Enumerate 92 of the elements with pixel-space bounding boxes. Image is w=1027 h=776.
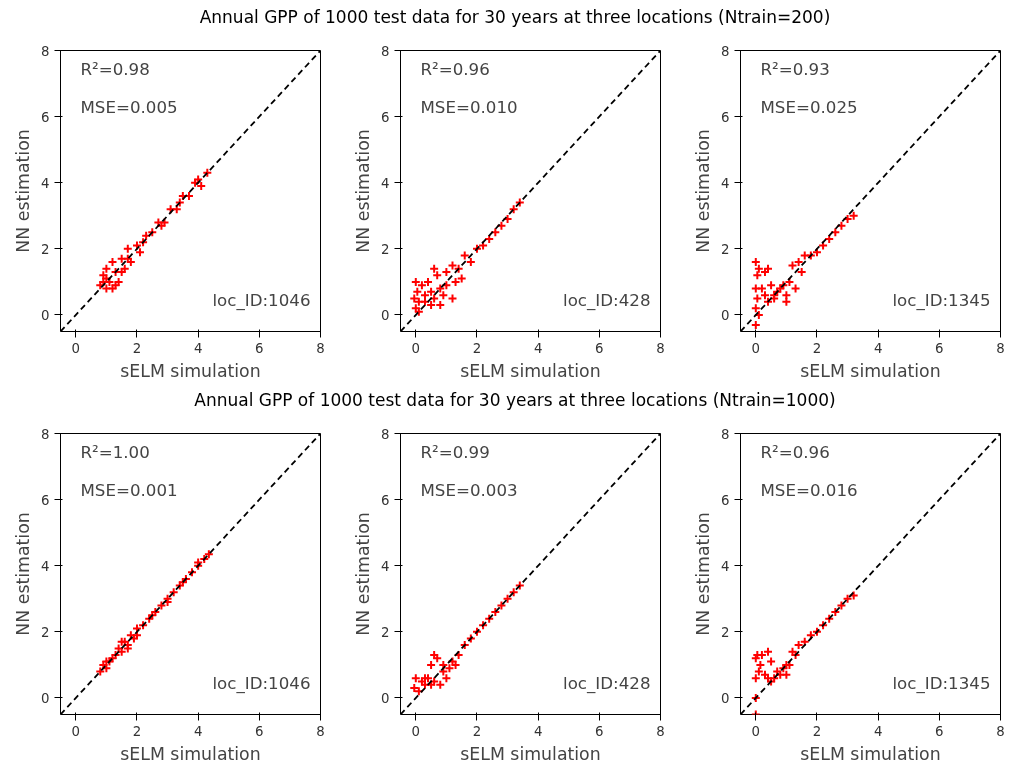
x-tick-label: 2 [132, 340, 142, 356]
x-tick-label: 2 [812, 340, 822, 356]
x-tick-label: 0 [71, 340, 81, 356]
annotation: MSE=0.025 [760, 97, 858, 117]
y-tick-label: 2 [41, 624, 50, 640]
x-tick-label: 2 [472, 340, 482, 356]
x-tick-label: 8 [656, 723, 665, 739]
y-tick-label: 6 [721, 109, 730, 125]
x-axis-title: sELM simulation [120, 360, 261, 381]
annotation: MSE=0.001 [80, 480, 178, 500]
y-tick-label: 4 [41, 175, 50, 191]
y-tick-label: 4 [381, 175, 390, 191]
y-tick-label: 0 [721, 307, 730, 323]
annotation: R²=1.00 [80, 442, 150, 462]
y-axis-title: NN estimation [353, 512, 374, 636]
y-tick-label: 8 [721, 426, 730, 442]
annotation: R²=0.98 [80, 59, 150, 79]
y-tick-label: 0 [41, 307, 50, 323]
y-tick-label: 6 [41, 492, 50, 508]
chart-title: Annual GPP of 1000 test data for 30 years at three locations (Ntrain=1000) [194, 389, 836, 412]
x-tick-label: 6 [595, 723, 604, 739]
chart-title: Annual GPP of 1000 test data for 30 years at three locations (Ntrain=200) [199, 6, 831, 29]
y-tick-label: 6 [381, 109, 390, 125]
x-tick-label: 6 [595, 340, 604, 356]
annotation: MSE=0.010 [420, 97, 518, 117]
y-tick-label: 6 [381, 492, 390, 508]
y-axis-title: NN estimation [13, 512, 34, 636]
x-axis-title: sELM simulation [800, 360, 941, 381]
y-tick-label: 2 [721, 624, 730, 640]
annotation: R²=0.96 [760, 442, 830, 462]
y-tick-label: 0 [721, 690, 730, 706]
y-axis-title: NN estimation [693, 129, 714, 253]
annotation: loc_ID:428 [563, 290, 651, 311]
y-tick-label: 0 [41, 690, 50, 706]
x-tick-label: 4 [533, 723, 543, 739]
x-tick-label: 8 [996, 340, 1005, 356]
x-tick-label: 4 [533, 340, 543, 356]
x-tick-label: 0 [411, 723, 421, 739]
x-tick-label: 4 [193, 340, 203, 356]
y-tick-label: 8 [41, 426, 50, 442]
annotation: loc_ID:1046 [212, 290, 311, 311]
annotation: R²=0.96 [420, 59, 490, 79]
x-tick-label: 8 [316, 723, 325, 739]
x-tick-label: 4 [873, 723, 883, 739]
annotation: MSE=0.016 [760, 480, 858, 500]
y-tick-label: 6 [721, 492, 730, 508]
annotation: MSE=0.005 [80, 97, 178, 117]
y-tick-label: 8 [721, 43, 730, 59]
y-tick-label: 4 [41, 558, 50, 574]
x-tick-label: 0 [411, 340, 421, 356]
y-tick-label: 2 [721, 241, 730, 257]
y-tick-label: 8 [41, 43, 50, 59]
x-tick-label: 4 [873, 340, 883, 356]
y-tick-label: 0 [381, 307, 390, 323]
annotation: loc_ID:428 [563, 673, 651, 694]
x-tick-label: 2 [132, 723, 142, 739]
y-axis-title: NN estimation [353, 129, 374, 253]
x-tick-label: 0 [71, 723, 81, 739]
x-axis-title: sELM simulation [800, 743, 941, 764]
y-tick-label: 2 [41, 241, 50, 257]
x-tick-label: 4 [193, 723, 203, 739]
y-tick-label: 4 [381, 558, 390, 574]
y-tick-label: 6 [41, 109, 50, 125]
x-tick-label: 6 [935, 340, 944, 356]
y-axis-title: NN estimation [693, 512, 714, 636]
x-tick-label: 6 [255, 723, 264, 739]
x-tick-label: 6 [935, 723, 944, 739]
x-axis-title: sELM simulation [120, 743, 261, 764]
annotation: R²=0.93 [760, 59, 830, 79]
x-axis-title: sELM simulation [460, 360, 601, 381]
y-tick-label: 8 [381, 426, 390, 442]
y-tick-label: 0 [381, 690, 390, 706]
x-tick-label: 0 [751, 723, 761, 739]
annotation: R²=0.99 [420, 442, 490, 462]
annotation: MSE=0.003 [420, 480, 518, 500]
y-tick-label: 2 [381, 241, 390, 257]
x-tick-label: 6 [255, 340, 264, 356]
x-tick-label: 8 [996, 723, 1005, 739]
x-tick-label: 8 [656, 340, 665, 356]
y-axis-title: NN estimation [13, 129, 34, 253]
x-tick-label: 2 [812, 723, 822, 739]
annotation: loc_ID:1345 [892, 673, 991, 694]
x-tick-label: 8 [316, 340, 325, 356]
y-tick-label: 4 [721, 175, 730, 191]
x-axis-title: sELM simulation [460, 743, 601, 764]
x-tick-label: 2 [472, 723, 482, 739]
x-tick-label: 0 [751, 340, 761, 356]
y-tick-label: 2 [381, 624, 390, 640]
annotation: loc_ID:1046 [212, 673, 311, 694]
y-tick-label: 4 [721, 558, 730, 574]
annotation: loc_ID:1345 [892, 290, 991, 311]
y-tick-label: 8 [381, 43, 390, 59]
